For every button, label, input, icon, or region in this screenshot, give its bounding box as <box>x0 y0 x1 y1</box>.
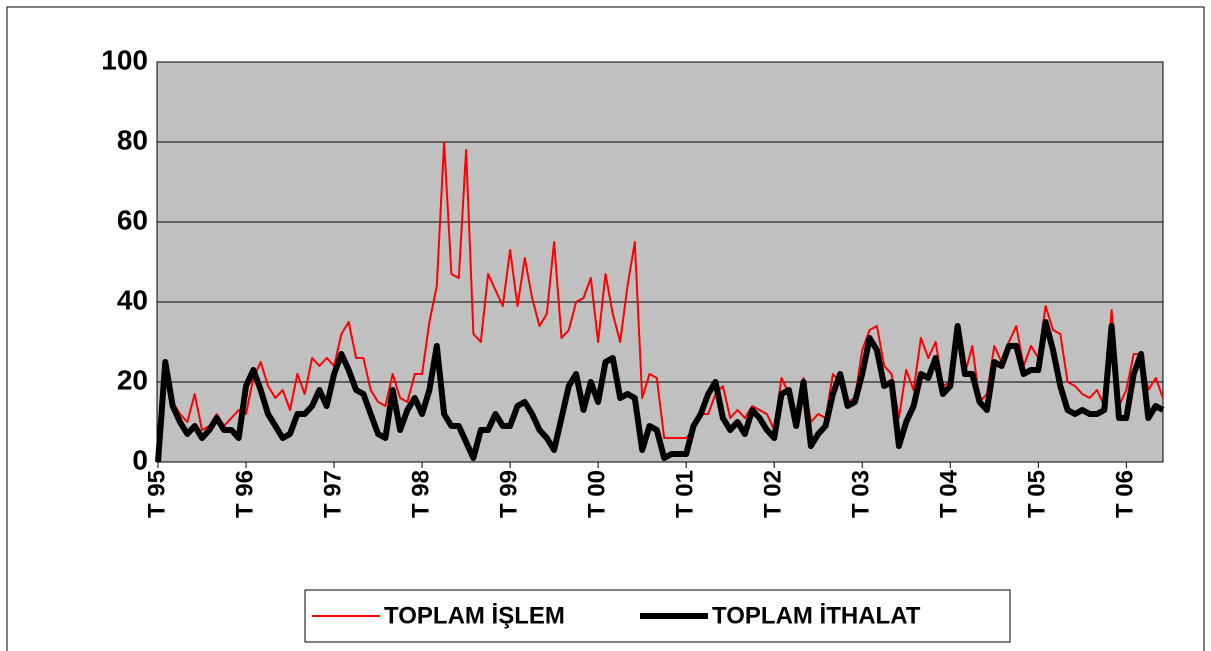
x-tick-label: T 97 <box>319 470 346 518</box>
x-tick-label: T 03 <box>848 470 875 518</box>
x-tick-label: T 96 <box>231 470 258 518</box>
y-tick-label: 60 <box>117 204 148 235</box>
x-tick-label: T 95 <box>143 470 170 518</box>
x-tick-label: T 01 <box>672 470 699 518</box>
y-tick-label: 40 <box>117 284 148 315</box>
x-tick-label: T 05 <box>1024 470 1051 518</box>
x-tick-label: T 99 <box>495 470 522 518</box>
x-tick-label: T 04 <box>936 469 963 518</box>
series-line <box>157 141 1164 463</box>
y-tick-label: 80 <box>117 124 148 155</box>
legend-label: TOPLAM İTHALAT <box>712 602 921 629</box>
x-tick-label: T 00 <box>583 470 610 518</box>
x-tick-label: T 02 <box>760 470 787 518</box>
legend-label: TOPLAM İŞLEM <box>384 602 565 629</box>
y-tick-label: 100 <box>101 44 148 75</box>
series-line <box>155 319 1165 463</box>
x-tick-label: T 98 <box>407 470 434 518</box>
y-tick-label: 0 <box>132 444 148 475</box>
x-tick-label: T 06 <box>1112 470 1139 518</box>
y-tick-label: 20 <box>117 364 148 395</box>
